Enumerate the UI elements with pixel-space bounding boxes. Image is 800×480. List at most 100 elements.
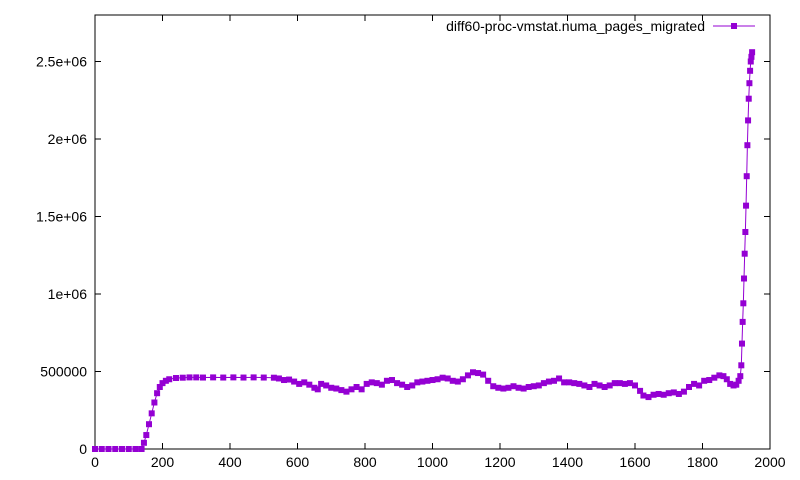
data-point [500, 385, 507, 392]
y-tick-label: 2.5e+06 [36, 54, 87, 70]
data-point [439, 374, 446, 381]
data-point [98, 446, 105, 452]
data-point [454, 378, 461, 385]
data-point [119, 446, 125, 452]
data-point [650, 391, 657, 398]
data-point [716, 372, 723, 379]
data-point [449, 377, 456, 384]
data-point [429, 377, 436, 384]
data-point [745, 117, 752, 124]
data-point [738, 362, 745, 369]
data-point [720, 373, 727, 380]
y-tick-label: 1.5e+06 [36, 209, 87, 225]
data-point [140, 439, 147, 446]
data-point [748, 53, 755, 60]
data-point [220, 374, 227, 381]
y-tick-label: 500000 [40, 364, 87, 380]
data-point [173, 375, 179, 382]
data-point [485, 377, 492, 384]
data-point [530, 383, 537, 390]
data-point [551, 377, 557, 384]
x-tick-label: 400 [218, 454, 242, 470]
data-point [601, 384, 608, 390]
data-point [148, 410, 155, 417]
data-point [743, 202, 750, 209]
data-point [368, 379, 375, 386]
data-point [737, 373, 744, 380]
data-point [556, 375, 563, 382]
data-point [92, 446, 98, 452]
data-point [270, 374, 277, 381]
series-layer [92, 49, 756, 452]
data-point [275, 375, 282, 382]
x-tick-label: 1200 [484, 454, 515, 470]
data-point [746, 80, 753, 87]
data-point [535, 382, 542, 389]
data-point [186, 374, 193, 381]
data-point [745, 95, 752, 102]
data-point [675, 390, 682, 397]
data-point [146, 421, 152, 428]
data-point [586, 384, 593, 390]
data-point [210, 374, 217, 381]
data-point [738, 340, 745, 347]
data-point [230, 374, 237, 381]
data-point [723, 376, 730, 383]
data-point [490, 383, 497, 390]
data-point [581, 382, 588, 389]
data-point [154, 390, 161, 397]
data-point [353, 384, 360, 390]
data-point [561, 379, 568, 386]
data-point [696, 382, 703, 389]
data-point [691, 380, 698, 387]
data-point [637, 387, 644, 394]
data-point [373, 380, 380, 387]
data-point [363, 380, 370, 387]
data-point [193, 374, 200, 381]
x-tick-label: 1800 [687, 454, 718, 470]
data-point [740, 300, 747, 307]
data-point [323, 382, 330, 389]
x-tick-label: 800 [353, 454, 377, 470]
data-point [311, 384, 318, 391]
data-point [389, 377, 395, 384]
data-point [459, 376, 466, 383]
data-point [520, 385, 527, 392]
data-point [571, 380, 578, 387]
x-axis: 0 200 400 600 800 1000 1200 1400 1600 1800 2000 [91, 15, 786, 470]
data-point [742, 229, 749, 235]
data-point [741, 250, 748, 257]
data-point [338, 387, 345, 394]
data-point [409, 382, 416, 389]
data-point [645, 394, 652, 401]
data-point [480, 371, 487, 378]
data-point [591, 380, 598, 387]
y-tick-label: 0 [79, 441, 87, 457]
data-point [378, 381, 385, 388]
data-point [680, 388, 687, 395]
data-point [655, 390, 662, 397]
data-point [281, 377, 287, 384]
data-point [291, 378, 298, 385]
data-point [510, 383, 517, 390]
data-point [343, 388, 350, 395]
x-tick-label: 1000 [417, 454, 448, 470]
data-point [606, 382, 613, 389]
data-point [394, 380, 401, 387]
data-point [166, 376, 173, 383]
data-point [545, 378, 552, 385]
data-point [747, 67, 754, 74]
data-point [318, 380, 325, 387]
legend: diff60-proc-vmstat.numa_pages_migrated [446, 18, 755, 34]
data-point [159, 380, 166, 387]
data-point [739, 318, 746, 325]
data-point [138, 446, 145, 452]
plot-border [94, 14, 771, 450]
data-point [660, 391, 667, 398]
data-point [626, 380, 633, 387]
x-tick-label: 1600 [619, 454, 650, 470]
data-point [414, 379, 421, 386]
x-tick-label: 1400 [552, 454, 583, 470]
data-point [434, 376, 441, 383]
